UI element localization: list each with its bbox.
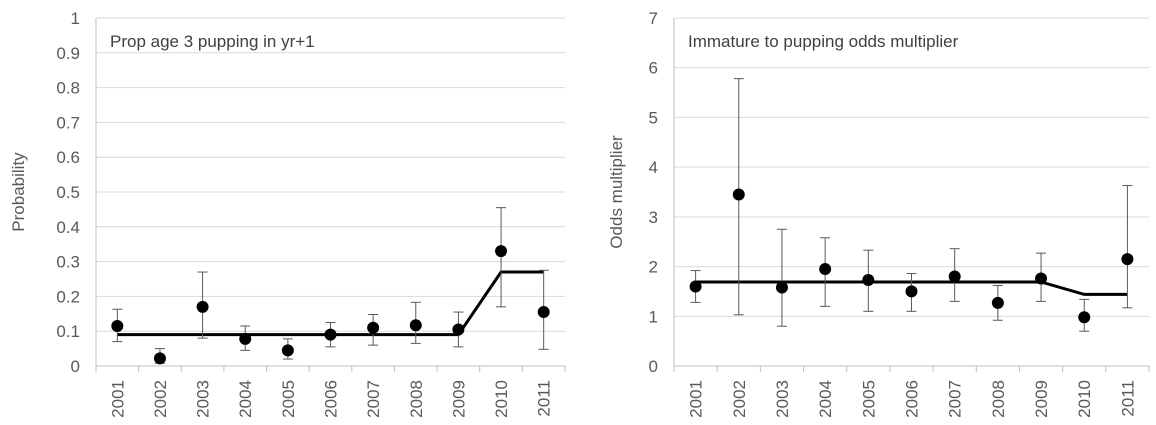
x-tick-label: 2010 [492, 380, 511, 418]
data-point [324, 328, 337, 341]
x-tick-label: 2004 [816, 380, 835, 418]
x-tick-label: 2003 [773, 380, 792, 418]
data-point [1121, 253, 1134, 266]
data-point [495, 245, 508, 258]
y-tick-label: 1 [71, 9, 80, 28]
data-point [991, 296, 1004, 309]
y-tick-label: 0.6 [56, 148, 80, 167]
x-tick-label: 2009 [449, 380, 468, 418]
y-tick-label: 0.2 [56, 287, 80, 306]
x-tick-label: 2007 [946, 380, 965, 418]
y-tick-label: 2 [649, 258, 658, 277]
data-point [905, 285, 918, 298]
x-tick-label: 2008 [407, 380, 426, 418]
x-tick-label: 2010 [1075, 380, 1094, 418]
x-tick-label: 2011 [535, 380, 554, 417]
x-tick-label: 2004 [236, 380, 255, 418]
y-tick-label: 0 [71, 357, 80, 376]
chart-probability: 0 0.1 0.2 0.3 0.4 0.5 0.6 0.7 0.8 0.9 1 2001 2002 200… [9, 9, 566, 418]
data-point [239, 332, 252, 345]
y-tick-label: 6 [649, 59, 658, 78]
x-tick-label: 2006 [903, 380, 922, 418]
y-tick-label: 0 [649, 357, 658, 376]
data-point [948, 270, 961, 283]
x-tick-label: 2007 [364, 380, 383, 418]
chart-title: Prop age 3 pupping in yr+1 [110, 32, 315, 51]
x-tick-label: 2005 [859, 380, 878, 418]
data-point [281, 344, 294, 357]
data-point [452, 323, 465, 336]
x-tick-label: 2001 [687, 380, 706, 418]
data-point [196, 300, 209, 313]
data-point [689, 280, 702, 293]
x-tick-label: 2001 [108, 380, 127, 418]
data-point [367, 321, 380, 334]
y-axis-label: Probability [9, 152, 28, 232]
data-point [732, 188, 745, 201]
data-point [862, 273, 875, 286]
y-tick-label: 0.8 [56, 79, 80, 98]
data-point [537, 306, 550, 319]
y-axis-label: Odds multiplier [607, 135, 626, 249]
y-tick-label: 0.4 [56, 218, 80, 237]
data-point [111, 319, 124, 332]
x-tick-label: 2002 [730, 380, 749, 418]
y-tick-label: 0.5 [56, 183, 80, 202]
y-tick-label: 0.9 [56, 44, 80, 63]
x-tick-label: 2006 [322, 380, 341, 418]
x-tick-label: 2011 [1118, 380, 1137, 417]
y-tick-label: 4 [649, 158, 658, 177]
y-tick-label: 7 [649, 9, 658, 28]
data-point [409, 319, 422, 332]
chart-odds-multiplier: 0 1 2 3 4 5 6 7 2001 2002 2003 2004 2005 2006 2007 2008… [607, 9, 1150, 418]
y-tick-label: 1 [649, 307, 658, 326]
data-point [775, 281, 788, 294]
data-point [819, 263, 832, 276]
data-point [1035, 272, 1048, 285]
y-tick-label: 0.1 [56, 322, 80, 341]
data-point [153, 352, 166, 365]
x-tick-label: 2005 [279, 380, 298, 418]
x-tick-label: 2003 [194, 380, 213, 418]
x-tick-label: 2002 [151, 380, 170, 418]
y-tick-label: 3 [649, 208, 658, 227]
y-tick-label: 5 [649, 108, 658, 127]
x-tick-label: 2008 [989, 380, 1008, 418]
data-point [1078, 311, 1091, 324]
y-tick-label: 0.7 [56, 113, 80, 132]
y-tick-label: 0.3 [56, 253, 80, 272]
x-tick-label: 2009 [1032, 380, 1051, 418]
chart-title: Immature to pupping odds multiplier [688, 32, 959, 51]
